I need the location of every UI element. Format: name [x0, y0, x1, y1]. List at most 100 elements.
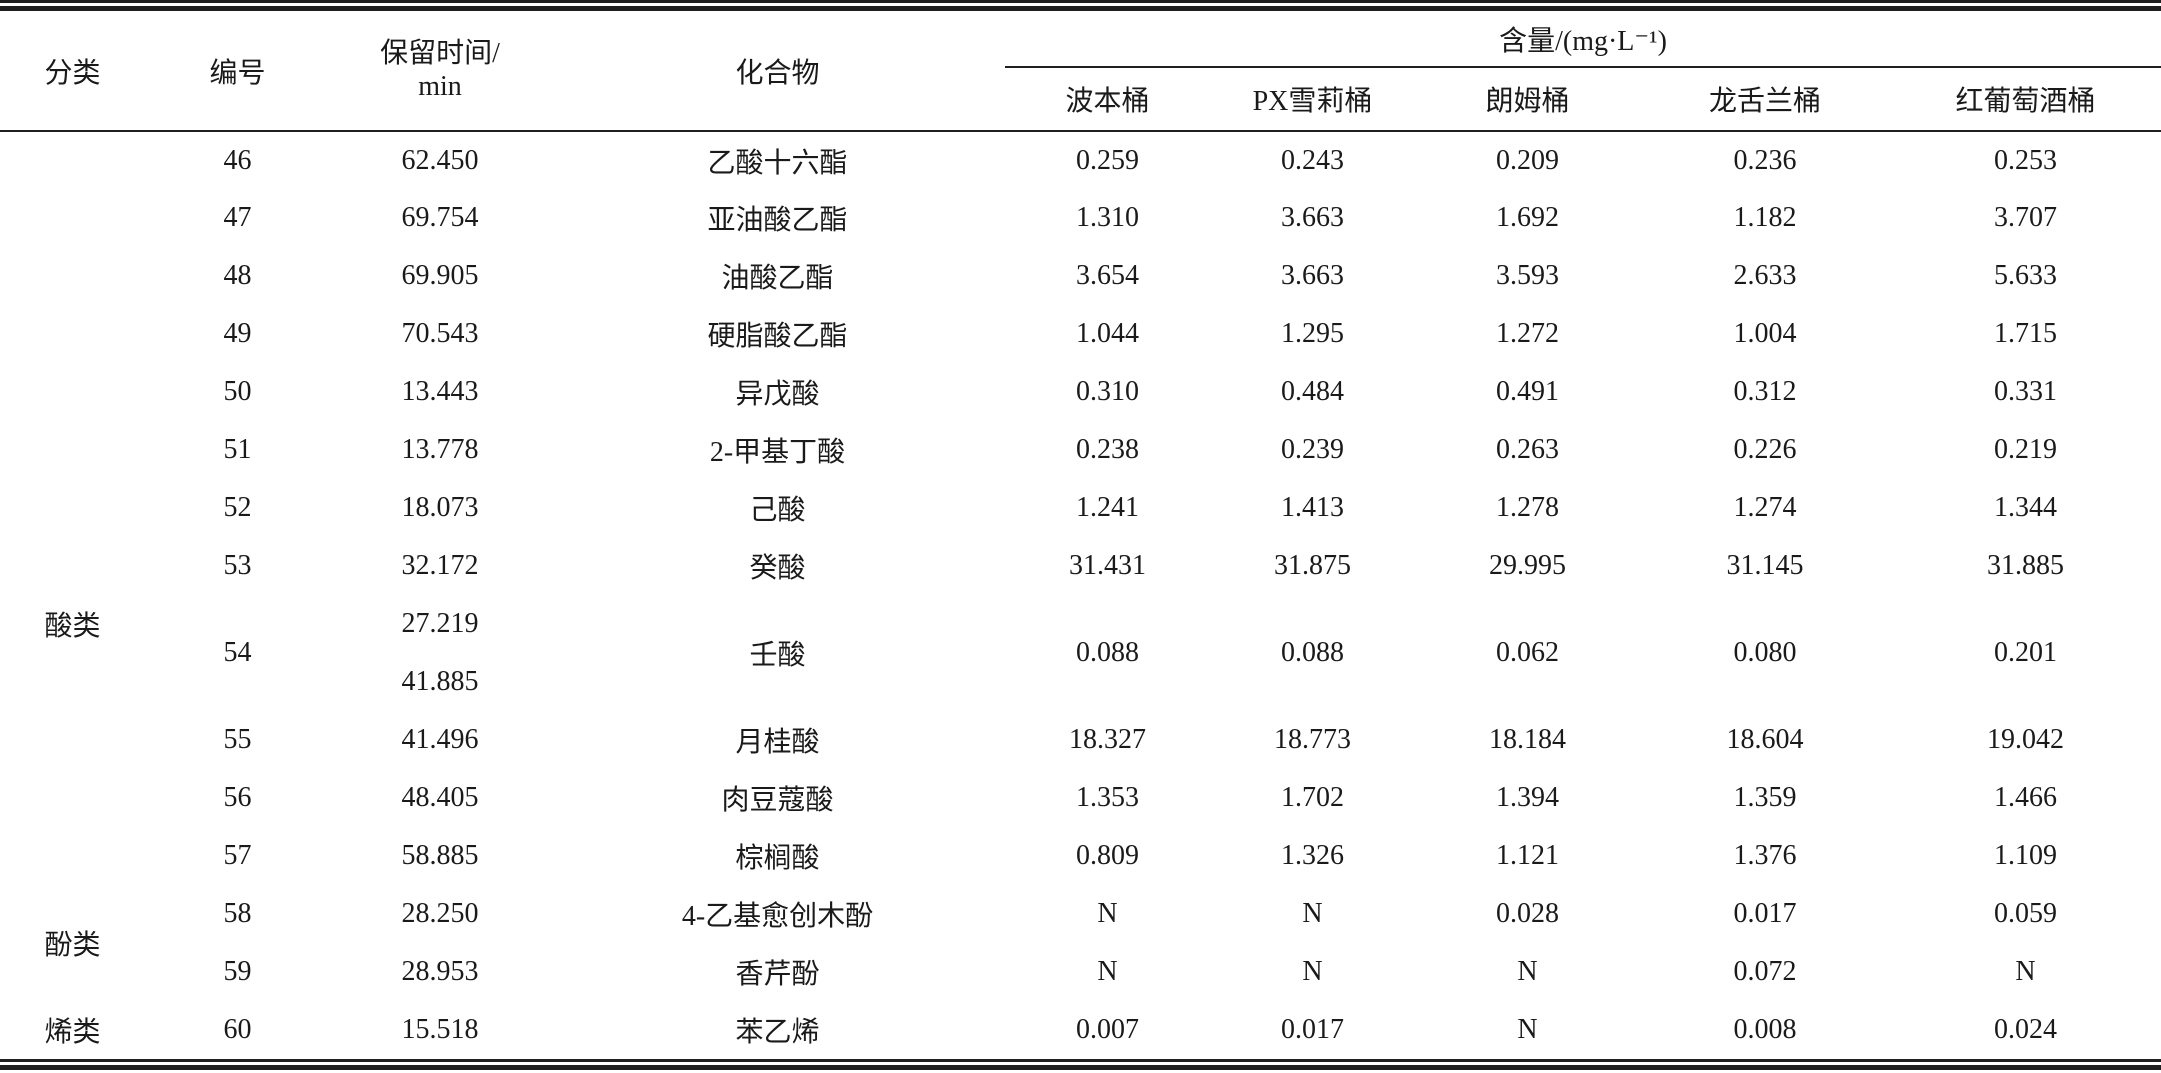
- compound-cell: 亚油酸乙酯: [707, 205, 848, 236]
- retention-time-line: 27.219: [401, 608, 479, 639]
- value-cell: 5.633: [1994, 260, 2057, 291]
- value-cell: N: [1302, 898, 1323, 929]
- value-cell: 0.226: [1733, 434, 1797, 465]
- table-row: 酚类 58 28.250 4-乙基愈创木酚 N N 0.028 0.017 0.059: [0, 885, 2161, 961]
- value-cell: 1.344: [1994, 492, 2057, 523]
- value-cell: 18.773: [1274, 724, 1351, 755]
- retention-cell: 28.953: [401, 956, 479, 987]
- value-cell: 31.431: [1069, 550, 1146, 581]
- value-cell: N: [1517, 1014, 1538, 1045]
- table-row: 59 28.953 香芹酚 N N N 0.072 N: [0, 943, 2161, 1001]
- compound-cell: 油酸乙酯: [721, 263, 834, 294]
- value-cell: 0.243: [1281, 144, 1344, 176]
- col-header-barrel-px-sherry: PX雪莉桶: [1210, 67, 1415, 132]
- value-cell: 3.707: [1994, 202, 2057, 233]
- value-cell: 0.209: [1496, 144, 1559, 176]
- compound-cell: 香芹酚: [735, 959, 820, 990]
- value-cell: 0.024: [1994, 1014, 2057, 1045]
- value-cell: 2.633: [1733, 260, 1797, 291]
- retention-cell: 70.543: [401, 318, 479, 349]
- value-cell: 0.007: [1076, 1014, 1139, 1045]
- number-cell: 55: [223, 724, 252, 755]
- value-cell: 1.310: [1076, 202, 1139, 233]
- retention-cell: 13.443: [401, 376, 479, 407]
- number-cell: 50: [223, 376, 252, 407]
- table-row: 47 69.754 亚油酸乙酯 1.310 3.663 1.692 1.182 3.707: [0, 189, 2161, 247]
- value-cell: 18.604: [1726, 724, 1804, 755]
- value-cell: 1.715: [1994, 318, 2057, 349]
- retention-cell: 69.905: [401, 260, 479, 291]
- value-cell: 0.484: [1281, 376, 1344, 407]
- value-cell: 0.809: [1076, 840, 1139, 871]
- compound-cell: 异戊酸: [735, 379, 820, 410]
- number-cell: 46: [223, 144, 252, 176]
- value-cell: 0.236: [1733, 144, 1797, 176]
- value-cell: 1.241: [1076, 492, 1139, 523]
- value-cell: 0.310: [1076, 376, 1139, 407]
- value-cell: 3.663: [1281, 260, 1344, 291]
- table-row: 49 70.543 硬脂酸乙酯 1.044 1.295 1.272 1.004 1.715: [0, 305, 2161, 363]
- value-cell: 31.145: [1726, 550, 1804, 581]
- value-cell: 0.008: [1733, 1014, 1797, 1045]
- col-header-compound: 化合物: [550, 11, 1005, 132]
- top-rule-thick-line: [0, 6, 2161, 11]
- retention-cell: 13.778: [401, 434, 479, 465]
- retention-cell: 58.885: [401, 840, 479, 871]
- table-body: 46 62.450 乙酸十六酯 0.259 0.243 0.209 0.236 0.253 47…: [0, 131, 2161, 1059]
- value-cell: 1.274: [1733, 492, 1797, 523]
- bottom-rule-thin-line: [0, 1059, 2161, 1062]
- compound-cell: 乙酸十六酯: [707, 147, 848, 179]
- number-cell: 52: [223, 492, 252, 523]
- header-row-2: 波本桶 PX雪莉桶 朗姆桶 龙舌兰桶 红葡萄酒桶: [0, 67, 2161, 132]
- category-cell: [0, 131, 145, 363]
- value-cell: 0.080: [1733, 637, 1797, 668]
- compound-cell: 硬脂酸乙酯: [707, 321, 848, 352]
- number-cell: 56: [223, 782, 252, 813]
- retention-cell: 28.250: [401, 898, 479, 929]
- value-cell: 3.663: [1281, 202, 1344, 233]
- value-cell: 0.201: [1994, 637, 2057, 668]
- compound-cell: 月桂酸: [735, 727, 820, 758]
- col-header-barrel-bourbon: 波本桶: [1005, 67, 1210, 132]
- value-cell: 1.702: [1281, 782, 1344, 813]
- table-row: 56 48.405 肉豆蔻酸 1.353 1.702 1.394 1.359 1.466: [0, 769, 2161, 827]
- col-header-retention-time: 保留时间/ min: [330, 11, 550, 132]
- retention-cell: 41.496: [401, 724, 479, 755]
- value-cell: 1.182: [1733, 202, 1797, 233]
- col-header-barrel-tequila: 龙舌兰桶: [1640, 67, 1890, 132]
- table-bottom-rule: [0, 1059, 2161, 1070]
- retention-cell: 27.219 41.885: [330, 595, 550, 711]
- compound-cell: 棕榈酸: [735, 843, 820, 874]
- table-row: 57 58.885 棕榈酸 0.809 1.326 1.121 1.376 1.109: [0, 827, 2161, 885]
- value-cell: 1.413: [1281, 492, 1344, 523]
- number-cell: 53: [223, 550, 252, 581]
- compound-content-table: 分类 编号 保留时间/ min 化合物 含量/(mg·L⁻¹) 波本桶 PX雪莉…: [0, 11, 2161, 1059]
- retention-cell: 15.518: [401, 1014, 479, 1045]
- table-top-rule: [0, 0, 2161, 11]
- bottom-rule-thick-line: [0, 1065, 2161, 1070]
- value-cell: N: [1302, 956, 1323, 987]
- compound-cell: 2-甲基丁酸: [709, 437, 846, 468]
- retention-time-line: 41.885: [401, 666, 479, 697]
- table-row: 54 27.219 41.885 壬酸 0.088 0.088 0.062 0.080 0.20…: [0, 595, 2161, 711]
- value-cell: 1.004: [1733, 318, 1797, 349]
- value-cell: 0.059: [1994, 898, 2057, 929]
- value-cell: 29.995: [1489, 550, 1566, 581]
- value-cell: 1.376: [1733, 840, 1797, 871]
- header-row-1: 分类 编号 保留时间/ min 化合物 含量/(mg·L⁻¹): [0, 11, 2161, 132]
- value-cell: 0.062: [1496, 637, 1559, 668]
- value-cell: 1.278: [1496, 492, 1559, 523]
- retention-cell: 18.073: [401, 492, 479, 523]
- table-row: 酸类 50 13.443 异戊酸 0.310 0.484 0.491 0.312 0.331: [0, 363, 2161, 642]
- retention-cell: 69.754: [401, 202, 479, 233]
- table-row: 53 32.172 癸酸 31.431 31.875 29.995 31.145 31.885: [0, 537, 2161, 595]
- col-header-barrel-rum: 朗姆桶: [1415, 67, 1640, 132]
- value-cell: 1.121: [1496, 840, 1559, 871]
- compound-cell: 苯乙烯: [735, 1017, 820, 1048]
- compound-cell: 肉豆蔻酸: [721, 785, 834, 816]
- table-row: 48 69.905 油酸乙酯 3.654 3.663 3.593 2.633 5.633: [0, 247, 2161, 305]
- compound-cell: 己酸: [749, 495, 806, 526]
- value-cell: 1.359: [1733, 782, 1797, 813]
- value-cell: 0.253: [1994, 144, 2057, 176]
- value-cell: 19.042: [1987, 724, 2064, 755]
